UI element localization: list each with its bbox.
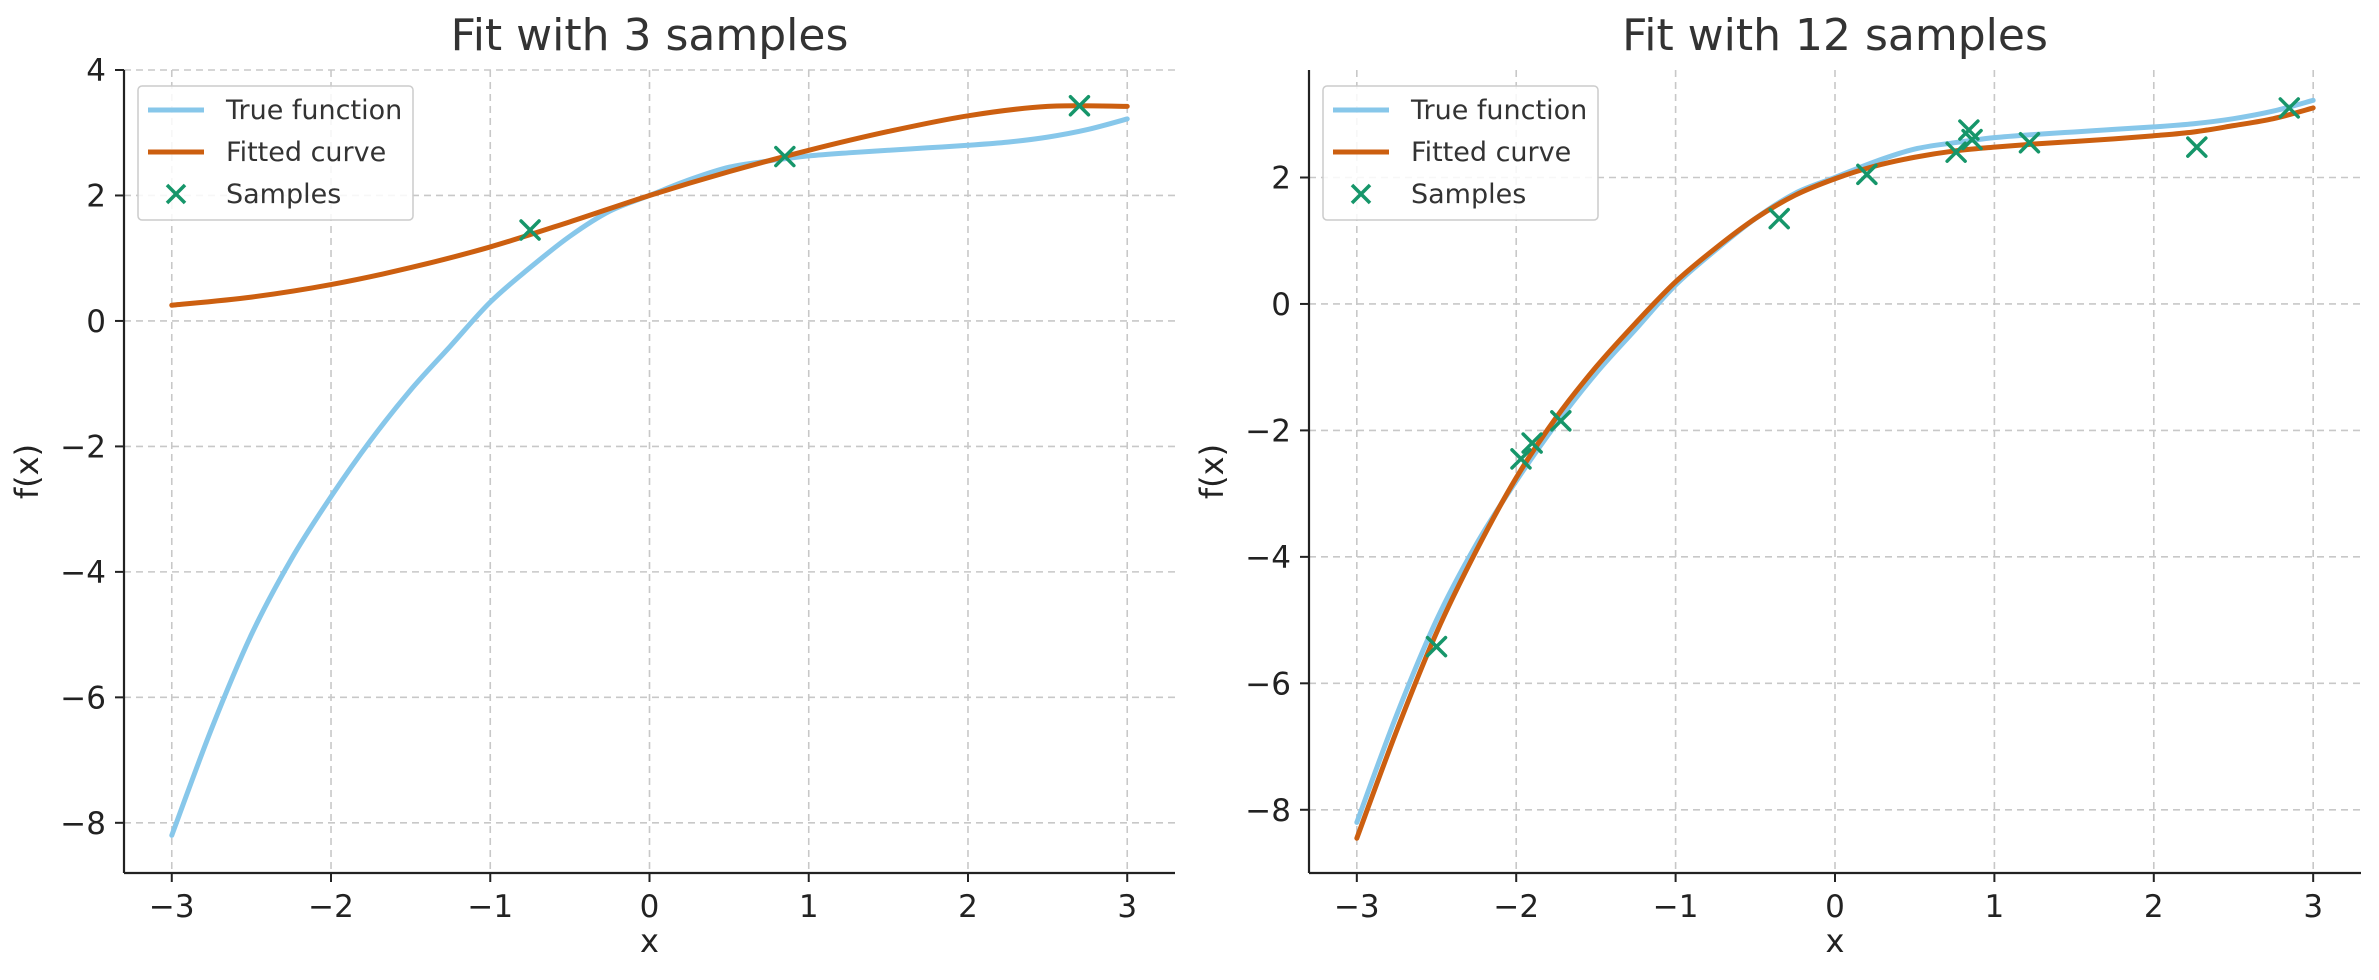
samples-scatter — [1425, 97, 2301, 658]
legend-box — [1322, 85, 1599, 221]
legend-swatch-samples — [1350, 183, 1372, 205]
sample-point — [1510, 448, 1532, 470]
sample-point — [2278, 97, 2301, 119]
sample-point — [2018, 131, 2041, 154]
samples-scatter — [519, 95, 1091, 241]
x-tick-label: 0 — [1825, 889, 1845, 925]
legend-item: True function — [1333, 95, 1587, 126]
sample-point — [1961, 128, 1983, 151]
legend-item: Fitted curve — [148, 137, 386, 168]
plot-area — [1354, 97, 2316, 841]
chart-title: Fit with 3 samples — [451, 10, 849, 61]
y-tick-label: 2 — [86, 178, 106, 214]
sample-point — [1068, 95, 1091, 117]
x-axis-label: x — [1826, 922, 1845, 960]
y-tick-label: −6 — [60, 680, 106, 716]
y-tick-label: −6 — [1245, 666, 1291, 702]
legend-box — [137, 85, 414, 221]
y-tick-label: 4 — [86, 53, 106, 89]
y-tick-label: −2 — [60, 429, 106, 465]
x-tick-label: 2 — [958, 889, 978, 925]
chart-panel-left: −3 −2 −1 0 1 2 3 −8 −6 −4 −2 0 2 4 Fit with 3 samples x… — [8, 10, 1175, 960]
legend-label: Fitted curve — [226, 137, 386, 168]
x-tick-label: 1 — [799, 889, 819, 925]
x-axis-label: x — [640, 922, 659, 960]
plot-area — [169, 103, 1130, 838]
legend-item: Samples — [1350, 179, 1526, 210]
sample-point — [1550, 410, 1572, 432]
legend-label: Samples — [1411, 179, 1526, 210]
legend-label: True function — [1410, 95, 1587, 126]
y-tick-label: 2 — [1271, 160, 1291, 196]
legend-label: True function — [225, 95, 402, 126]
y-tick-label: −4 — [1245, 540, 1291, 576]
x-tick-label: 1 — [1985, 889, 2005, 925]
x-tick-label: −2 — [308, 889, 354, 925]
sample-point — [2186, 136, 2208, 158]
y-tick-label: −8 — [60, 806, 106, 842]
x-tick-label: −2 — [1493, 889, 1539, 925]
x-tick-label: 3 — [1117, 889, 1137, 925]
legend: True function Fitted curve Samples — [137, 85, 414, 221]
sample-point — [1768, 207, 1790, 230]
chart-title: Fit with 12 samples — [1622, 10, 2048, 61]
x-axis-ticks: −3 −2 −1 0 1 2 3 — [1334, 873, 2323, 925]
sample-point — [1521, 432, 1543, 454]
y-axis-label: f(x) — [1193, 444, 1231, 499]
legend-label: Fitted curve — [1411, 137, 1571, 168]
sample-point — [519, 219, 541, 241]
sample-point — [1945, 141, 1967, 163]
y-axis-label: f(x) — [8, 444, 46, 499]
x-tick-label: −3 — [1334, 889, 1380, 925]
x-tick-label: 3 — [2303, 889, 2323, 925]
x-axis-ticks: −3 −2 −1 0 1 2 3 — [149, 873, 1137, 925]
y-tick-label: 0 — [86, 304, 106, 340]
legend-swatch-samples — [165, 183, 187, 205]
legend-item: Samples — [165, 179, 341, 210]
x-tick-label: −1 — [1653, 889, 1699, 925]
sample-point — [1425, 635, 1448, 658]
chart-panel-right: −3 −2 −1 0 1 2 3 −8 −6 −4 −2 0 2 Fit with 12 samples x… — [1193, 10, 2361, 960]
y-tick-label: −2 — [1245, 413, 1291, 449]
y-tick-label: −4 — [60, 555, 106, 591]
y-axis-ticks: −8 −6 −4 −2 0 2 — [1245, 160, 1309, 829]
x-tick-label: −3 — [149, 889, 195, 925]
x-tick-label: 0 — [640, 889, 660, 925]
y-axis-ticks: −8 −6 −4 −2 0 2 4 — [60, 53, 124, 842]
y-tick-label: 0 — [1271, 287, 1291, 323]
fitted-curve-line — [169, 103, 1130, 308]
legend: True function Fitted curve Samples — [1322, 85, 1599, 221]
sample-point — [774, 145, 796, 168]
legend-item: True function — [148, 95, 402, 126]
sample-point — [1856, 163, 1878, 186]
fitted-curve-line — [1354, 105, 2316, 841]
legend-label: Samples — [226, 179, 341, 210]
legend-item: Fitted curve — [1333, 137, 1571, 168]
y-tick-label: −8 — [1245, 793, 1291, 829]
x-tick-label: 2 — [2144, 889, 2164, 925]
x-tick-label: −1 — [467, 889, 513, 925]
